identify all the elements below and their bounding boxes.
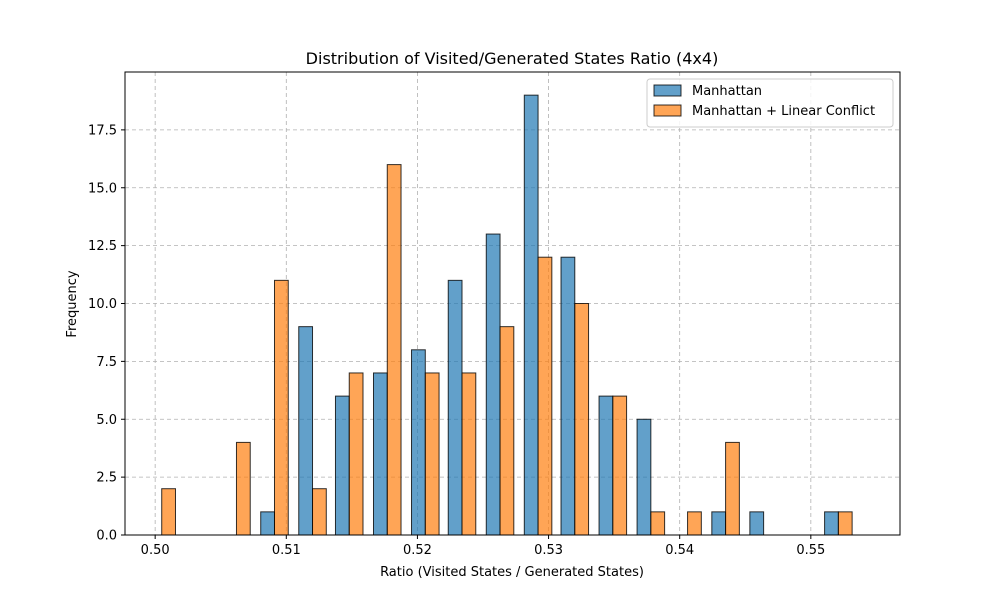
legend-label-manhattan: Manhattan [692,84,762,99]
bar-linear-conflict [161,488,176,536]
bar-manhattan [298,326,314,536]
y-tick-label: 2.5 [96,471,117,486]
bar-manhattan [824,511,839,536]
bar-linear-conflict [612,395,628,536]
bar-linear-conflict [537,256,553,536]
bar-linear-conflict [499,326,515,536]
y-tick-label: 17.5 [88,123,117,138]
bar-linear-conflict [273,279,289,536]
bar-linear-conflict [235,441,251,536]
x-tick-label: 0.52 [403,543,432,558]
bar-manhattan [260,511,275,536]
axis-ticks: 0.50 0.51 0.52 0.53 0.54 0.55 0.0 2.5 5.0 7.5 10.0… [88,123,825,558]
bar-manhattan [560,256,576,536]
bar-linear-conflict [348,372,364,536]
bar-linear-conflict [687,511,702,536]
y-tick-label: 7.5 [96,355,117,370]
legend-label-linear-conflict: Manhattan + Linear Conflict [692,104,875,119]
bar-manhattan [447,279,463,536]
legend-swatch-linear-conflict [653,104,682,117]
bar-manhattan [523,94,539,536]
bar-manhattan [334,395,350,536]
bar-manhattan [749,511,765,536]
bar-manhattan [485,233,501,536]
x-tick-label: 0.51 [272,543,301,558]
x-tick-label: 0.54 [665,543,694,558]
x-tick-label: 0.55 [796,543,825,558]
y-tick-label: 5.0 [96,413,117,428]
bar-manhattan [711,511,727,536]
x-tick-label: 0.50 [141,543,170,558]
grid [125,72,900,536]
y-tick-label: 10.0 [88,297,117,312]
bar-linear-conflict [386,164,402,536]
y-tick-label: 0.0 [96,529,117,544]
chart-title: Distribution of Visited/Generated States… [306,49,719,68]
bar-linear-conflict [725,441,740,536]
y-tick-label: 15.0 [88,181,117,196]
x-tick-label: 0.53 [534,543,563,558]
x-axis-title: Ratio (Visited States / Generated States… [380,565,644,580]
bar-manhattan [411,349,426,536]
bar-linear-conflict [574,303,590,536]
bar-linear-conflict [312,488,327,536]
bar-linear-conflict [837,511,853,536]
legend: Manhattan Manhattan + Linear Conflict [646,78,894,128]
bar-linear-conflict [461,372,477,536]
bar-manhattan [636,418,652,536]
y-tick-label: 12.5 [88,239,117,254]
bars [161,94,853,536]
legend-frame [646,78,894,128]
bar-linear-conflict [650,511,666,536]
legend-swatch-manhattan [653,84,682,97]
y-axis-title: Frequency [65,270,80,337]
bar-manhattan [598,395,614,536]
bar-manhattan [372,372,388,536]
bar-linear-conflict [424,372,440,536]
